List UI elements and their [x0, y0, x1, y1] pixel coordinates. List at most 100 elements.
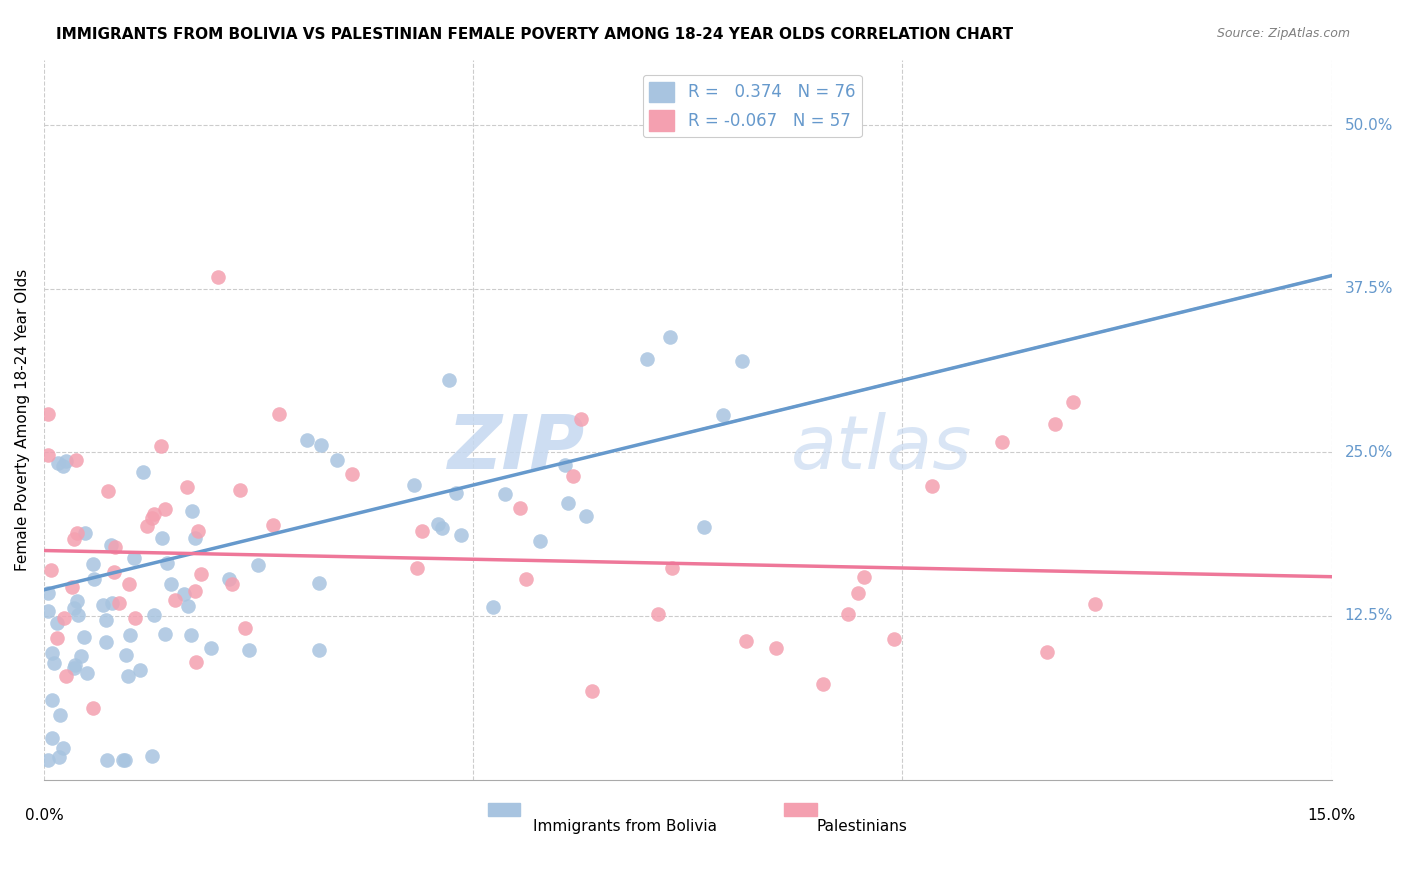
Point [163, 593, 186, 607]
Point [115, 648, 138, 662]
Point [159, 577, 181, 591]
Point [647, 607, 669, 621]
Point [882, 632, 904, 647]
Point [153, 501, 176, 516]
Point [661, 561, 683, 575]
Point [46, 616, 69, 631]
Point [402, 478, 425, 492]
Point [554, 458, 576, 473]
Point [509, 500, 531, 515]
FancyBboxPatch shape [785, 803, 817, 815]
Point [96, 753, 118, 767]
Point [120, 627, 142, 641]
Y-axis label: Female Poverty Among 18-24 Year Olds: Female Poverty Among 18-24 Year Olds [15, 268, 30, 571]
Point [39, 562, 62, 576]
Point [103, 565, 125, 579]
Point [309, 438, 332, 452]
Point [135, 519, 157, 533]
Point [53, 611, 76, 625]
Point [921, 479, 943, 493]
Point [482, 600, 505, 615]
Point [82, 557, 104, 571]
Text: 37.5%: 37.5% [1344, 281, 1393, 296]
Point [176, 599, 198, 614]
Point [44, 657, 66, 671]
Point [187, 524, 209, 538]
Point [70, 649, 93, 664]
Text: 0.0%: 0.0% [24, 808, 63, 823]
Point [101, 596, 124, 610]
Point [117, 669, 139, 683]
Point [557, 496, 579, 510]
Point [221, 577, 243, 591]
Point [55, 454, 77, 468]
Point [295, 433, 318, 447]
Point [46, 456, 69, 470]
Point [60, 580, 83, 594]
Point [37, 603, 59, 617]
Point [444, 486, 467, 500]
Point [65, 452, 87, 467]
Point [55, 669, 77, 683]
Point [811, 677, 834, 691]
Point [190, 566, 212, 581]
Point [765, 641, 787, 656]
Point [49, 708, 72, 723]
Point [1062, 395, 1084, 409]
Point [569, 412, 592, 426]
Point [308, 643, 330, 657]
Text: Immigrants from Bolivia: Immigrants from Bolivia [533, 819, 717, 834]
Point [118, 576, 141, 591]
Text: 25.0%: 25.0% [1344, 445, 1393, 460]
Point [63, 657, 86, 672]
Point [693, 520, 716, 534]
Point [37, 586, 59, 600]
Point [308, 575, 330, 590]
Point [48, 750, 70, 764]
Point [218, 572, 240, 586]
Text: 15.0%: 15.0% [1308, 808, 1355, 823]
Point [91, 598, 114, 612]
Text: Palestinians: Palestinians [817, 819, 907, 834]
Point [430, 521, 453, 535]
Point [411, 524, 433, 539]
Point [991, 434, 1014, 449]
Point [62, 600, 84, 615]
Point [837, 607, 859, 622]
Point [574, 509, 596, 524]
Point [129, 663, 152, 677]
Point [52, 459, 75, 474]
Point [1084, 597, 1107, 611]
Point [37, 448, 59, 462]
Point [63, 660, 86, 674]
Point [94, 613, 117, 627]
Point [37, 407, 59, 421]
Point [340, 467, 363, 481]
Point [52, 740, 75, 755]
Point [150, 439, 173, 453]
Point [848, 586, 870, 600]
Point [262, 517, 284, 532]
Point [207, 270, 229, 285]
Point [41, 731, 63, 745]
Point [233, 621, 256, 635]
Point [45, 632, 67, 646]
Point [173, 587, 195, 601]
Text: IMMIGRANTS FROM BOLIVIA VS PALESTINIAN FEMALE POVERTY AMONG 18-24 YEAR OLDS CORR: IMMIGRANTS FROM BOLIVIA VS PALESTINIAN F… [56, 27, 1014, 42]
Point [180, 627, 202, 641]
Point [853, 569, 876, 583]
Point [1043, 417, 1066, 431]
Point [104, 540, 127, 554]
Point [731, 353, 754, 368]
Point [141, 511, 163, 525]
Text: ZIP: ZIP [447, 412, 585, 485]
Text: 12.5%: 12.5% [1344, 608, 1393, 624]
Point [247, 558, 270, 572]
Point [66, 525, 89, 540]
Point [450, 528, 472, 542]
Point [76, 666, 98, 681]
Point [142, 608, 165, 623]
Point [153, 626, 176, 640]
Legend: R =   0.374   N = 76, R = -0.067   N = 57: R = 0.374 N = 76, R = -0.067 N = 57 [643, 75, 862, 137]
Point [238, 642, 260, 657]
